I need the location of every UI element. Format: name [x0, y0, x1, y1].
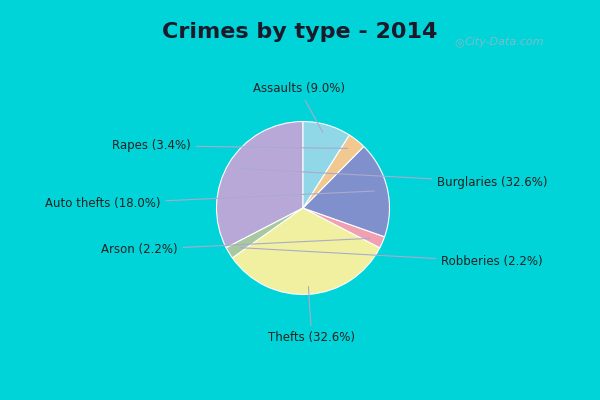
Wedge shape [303, 135, 364, 208]
Text: City-Data.com: City-Data.com [464, 37, 544, 47]
Text: Robberies (2.2%): Robberies (2.2%) [241, 248, 543, 268]
Text: Burglaries (32.6%): Burglaries (32.6%) [241, 168, 548, 188]
Wedge shape [217, 122, 303, 248]
Wedge shape [303, 208, 385, 248]
Text: Auto thefts (18.0%): Auto thefts (18.0%) [45, 191, 374, 210]
Text: ◎: ◎ [454, 37, 464, 47]
Text: Crimes by type - 2014: Crimes by type - 2014 [163, 22, 437, 42]
Wedge shape [303, 122, 349, 208]
Text: Arson (2.2%): Arson (2.2%) [101, 238, 370, 256]
Wedge shape [226, 208, 303, 258]
Wedge shape [303, 146, 389, 237]
Text: Assaults (9.0%): Assaults (9.0%) [253, 82, 344, 132]
Text: Rapes (3.4%): Rapes (3.4%) [112, 139, 347, 152]
Text: Thefts (32.6%): Thefts (32.6%) [268, 287, 355, 344]
Wedge shape [232, 208, 380, 294]
